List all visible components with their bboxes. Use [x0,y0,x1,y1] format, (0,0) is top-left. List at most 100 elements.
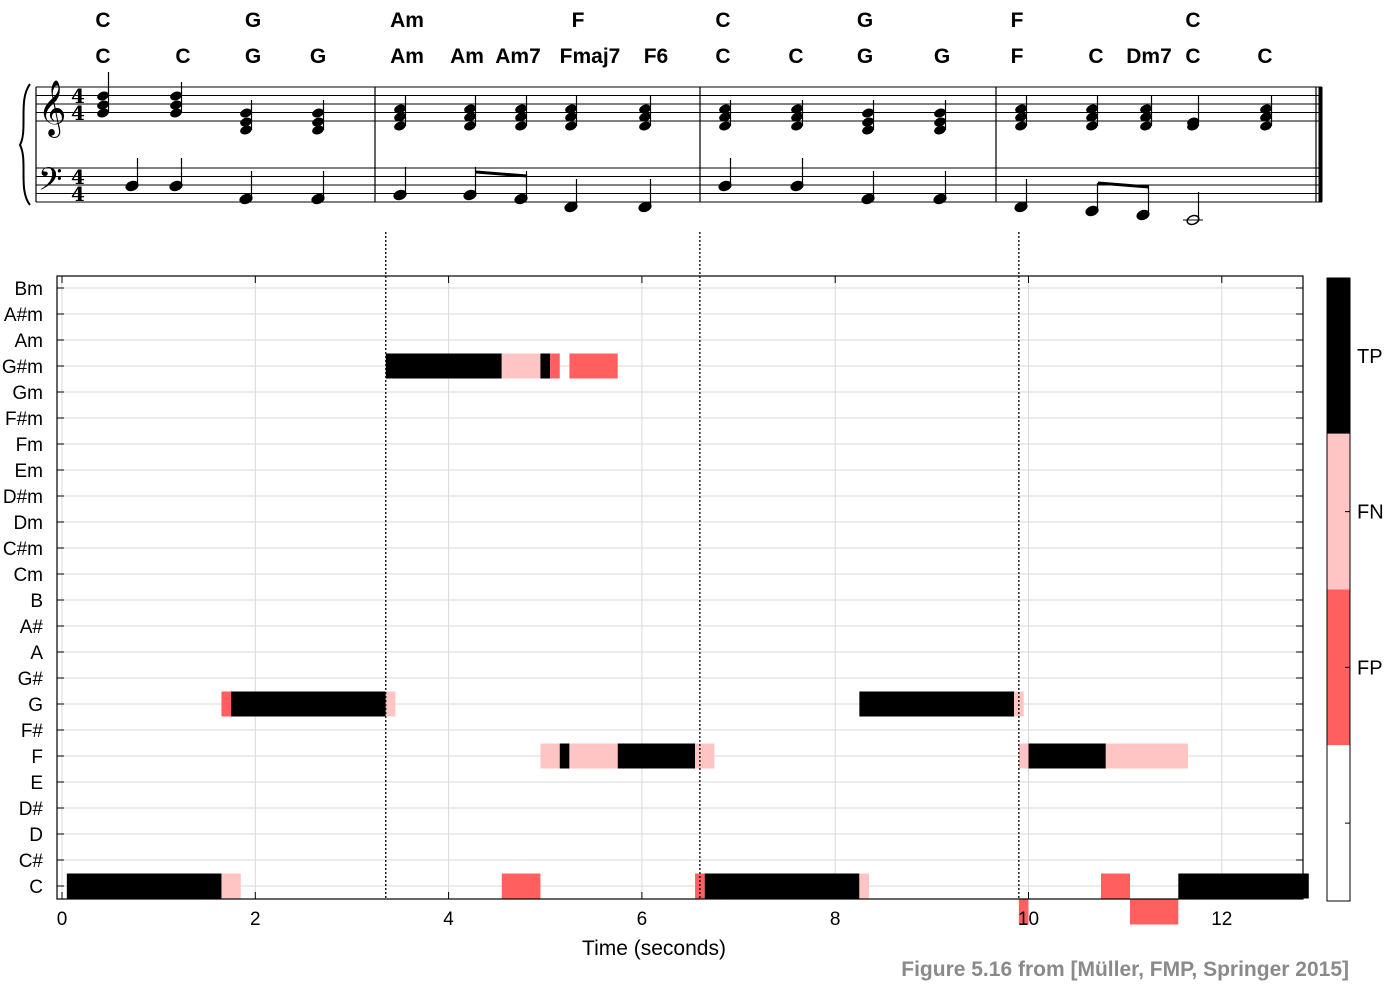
notehead [312,108,324,118]
segment-fp [221,691,232,717]
notehead [394,121,406,131]
chord-label-top: F [572,9,585,32]
y-tick-label: Bm [15,279,44,300]
segment-tp [1178,873,1309,899]
notehead [862,108,874,118]
notehead [791,121,803,131]
notehead [312,117,324,127]
segment-fn [540,743,560,769]
notehead [394,104,406,114]
chord-label-bottom: G [245,45,261,68]
notehead [1260,104,1272,114]
notehead [934,117,946,127]
notehead [170,100,182,110]
notehead [862,125,874,135]
notehead [565,104,577,114]
chord-label-top: F [1011,9,1024,32]
chord-label-bottom: F6 [644,45,669,68]
x-tick-label: 4 [443,909,454,930]
chord-label-bottom: Am7 [495,45,541,68]
treble-clef-icon: 𝄞 [38,80,66,138]
chord-labels: C G Am F C G F CC C G G Am Am Am7 Fmaj7 F6 C C G G F C Dm7 C C [95,9,1272,68]
segment-tp [559,743,570,769]
chord-label-top: G [857,9,873,32]
notehead [464,121,476,131]
notehead [240,108,252,118]
y-tick-label: Fm [16,435,43,456]
notehead [464,112,476,122]
y-tick-label: D [29,825,43,846]
chord-label-bottom: C [1088,45,1103,68]
notehead [1086,104,1098,114]
notehead [1086,121,1098,131]
notehead [515,104,527,114]
chord-label-bottom: C [715,45,730,68]
final-barline-thick [1318,87,1323,202]
segment-tp [66,873,222,899]
colorbar-swatch [1327,589,1350,746]
chord-label-bottom: C [1257,45,1272,68]
notehead [1140,121,1152,131]
y-tick-label: D#m [3,487,43,508]
segment-tp [704,873,860,899]
notehead [97,108,109,118]
segment-fp [1018,899,1029,925]
segment-fn [1105,743,1188,769]
legend-colorbar: TP FN FP [1326,277,1384,902]
notehead [934,125,946,135]
notehead [312,125,324,135]
y-tick-label: F#m [5,409,43,430]
time-signature-denominator: 4 [71,101,85,125]
notehead [1140,112,1152,122]
segment-tp [1028,743,1106,769]
chord-label-bottom: G [857,45,873,68]
notehead [1015,104,1027,114]
y-tick-label: Em [15,461,44,482]
y-tick-label: G [28,695,43,716]
plot-frame [56,275,1304,900]
y-tick-label: G#m [2,357,43,378]
x-tick-label: 8 [830,909,841,930]
segment-tp [231,691,386,717]
notehead [639,104,651,114]
x-axis-label: Time (seconds) [582,937,726,960]
chord-label-bottom: C [95,45,110,68]
notehead [791,112,803,122]
y-tick-label: A# [20,617,44,638]
time-signature-numerator: 4 [71,84,85,108]
segment-fn [385,691,396,717]
chord-label-bottom: Fmaj7 [560,45,621,68]
x-tick-label: 6 [637,909,648,930]
notehead [240,117,252,127]
segment-fn [569,743,618,769]
notehead [719,104,731,114]
y-tick-label: Am [15,331,44,352]
chord-label-top: C [95,9,110,32]
segment-fn [221,873,241,899]
notehead [934,108,946,118]
notehead [639,112,651,122]
segment-fp [569,353,618,379]
y-tick-label: C#m [3,539,43,560]
beam [1097,181,1150,189]
y-tick-label: B [30,591,43,612]
notehead [1086,112,1098,122]
segment-fp [550,353,560,379]
y-tick-label: E [30,773,43,794]
segment-fn [1018,743,1029,769]
chord-label-top: C [715,9,730,32]
notehead [515,121,527,131]
colorbar-frame [1326,277,1351,902]
chord-label-bottom: C [788,45,803,68]
colorbar-swatch [1327,745,1350,901]
segment-fp [1100,873,1130,899]
bass-clef-icon: 𝄢 [38,161,62,205]
segment-fn [501,353,541,379]
y-tick-label: F [31,747,43,768]
notehead [1260,121,1272,131]
x-tick-label: 2 [250,909,261,930]
time-signature-numerator: 4 [71,165,85,189]
notehead [1187,117,1199,127]
notehead [170,91,182,101]
